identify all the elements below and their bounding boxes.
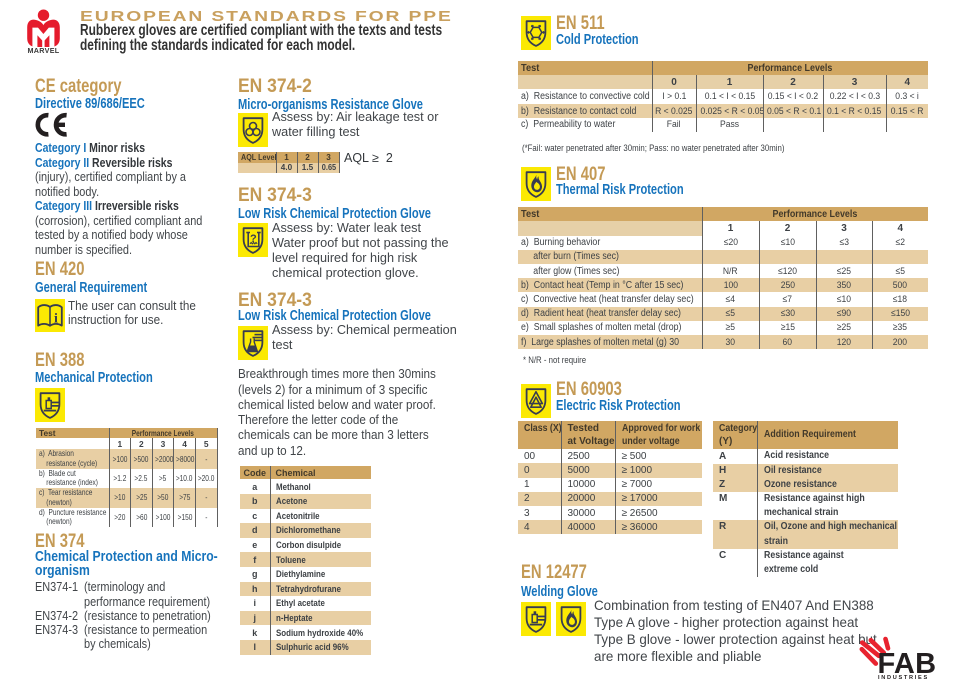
svg-text:INDUSTRIES: INDUSTRIES — [878, 675, 929, 681]
svg-text:MARVEL: MARVEL — [27, 46, 59, 55]
svg-text:FAB: FAB — [878, 648, 937, 680]
svg-text:i: i — [54, 312, 58, 327]
svg-text:?: ? — [250, 233, 257, 245]
